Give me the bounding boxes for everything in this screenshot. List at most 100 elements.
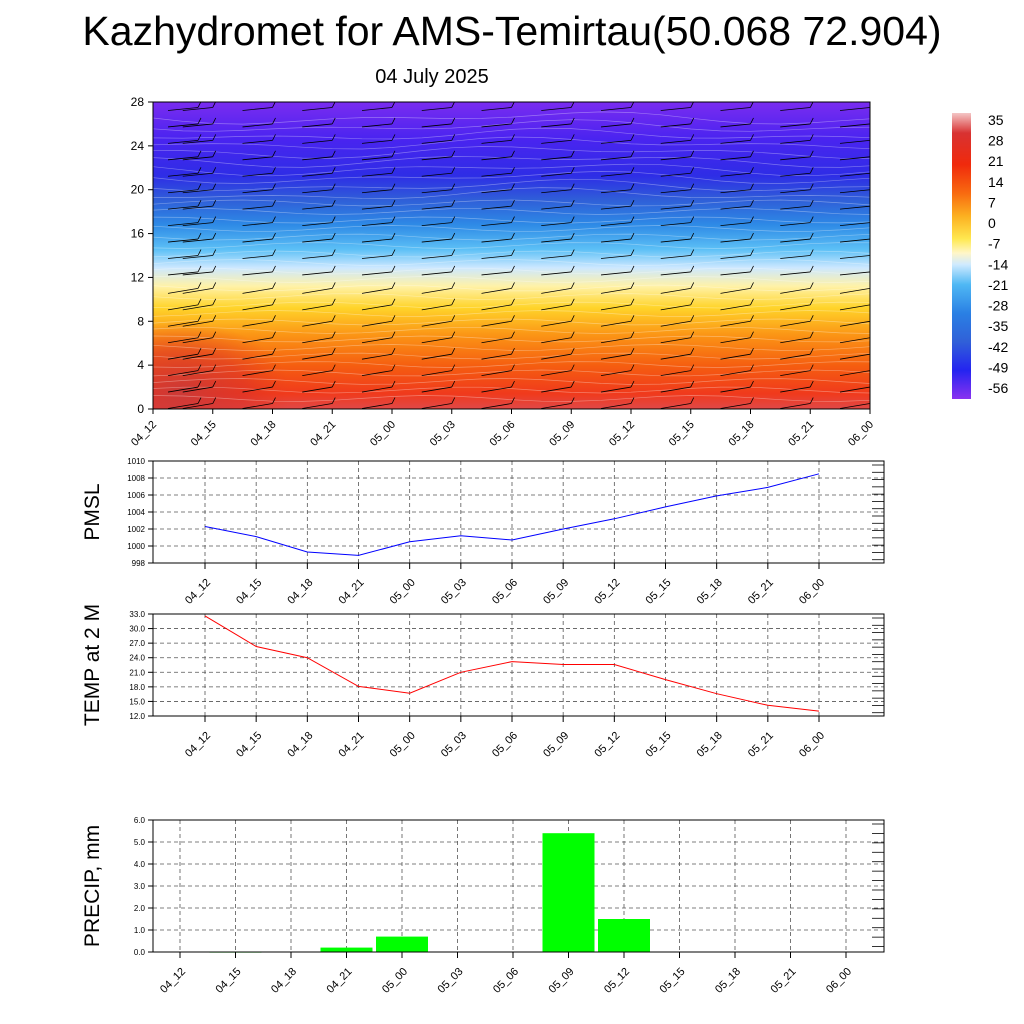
- wind-barb: [302, 222, 333, 227]
- wind-barb-feather: [272, 216, 276, 223]
- wind-barb-feather: [197, 265, 202, 273]
- wind-barb: [302, 370, 333, 377]
- wind-barb: [839, 107, 870, 111]
- wind-barb-feather: [451, 265, 456, 273]
- xtick-label: 05_18: [713, 966, 743, 996]
- wind-barb-feather: [750, 232, 754, 240]
- wind-barb: [720, 403, 751, 409]
- wind-barb-feather: [809, 199, 814, 207]
- wind-barb-feather: [391, 117, 396, 125]
- wind-barb-feather: [630, 380, 635, 388]
- wind-barb-feather: [331, 183, 336, 190]
- heatmap-ytick-label: 0: [137, 402, 144, 416]
- heatmap-xtick-label: 04_12: [129, 419, 159, 449]
- wind-barb-feather: [272, 150, 276, 158]
- xtick-label: 05_09: [541, 577, 571, 607]
- heatmap-contour: [153, 378, 870, 385]
- wind-barb-feather: [212, 282, 217, 289]
- wind-barb: [167, 386, 199, 393]
- wind-barb-feather: [212, 298, 217, 306]
- ytick-label: 1.0: [134, 926, 146, 935]
- wind-barb: [182, 287, 213, 294]
- colorbar: 35 28 21 14 7 0 -7 -14 -21 -28 -35 -42 -49 -56: [952, 112, 1008, 399]
- wind-barb: [541, 386, 572, 393]
- colorbar-label: -7: [988, 236, 1001, 252]
- chart-title: Kazhydromet for AMS-Temirtau(50.068 72.9…: [82, 8, 942, 54]
- wind-barb-feather: [212, 199, 217, 207]
- wind-barb-feather: [212, 134, 217, 141]
- wind-barb: [182, 123, 213, 128]
- wind-barb: [541, 222, 572, 227]
- wind-barb-feather: [630, 150, 635, 158]
- wind-barb: [720, 189, 751, 194]
- wind-barb-feather: [570, 249, 575, 256]
- wind-barb-feather: [690, 315, 695, 322]
- wind-barb: [780, 386, 811, 393]
- wind-barb-feather: [750, 265, 754, 273]
- ytick-label: 2.0: [134, 904, 146, 913]
- wind-barb-feather: [750, 249, 754, 256]
- heatmap-xtick-label: 05_00: [368, 419, 398, 449]
- wind-barb: [839, 337, 870, 344]
- wind-barb: [780, 139, 811, 144]
- wind-barb: [720, 386, 751, 393]
- wind-barb: [720, 238, 751, 243]
- ytick-label: 6.0: [134, 816, 146, 825]
- precip-panel: 0.0 1.0 2.0 3.0 4.0 5.0 6.0 04_12 04_15 04_18 04_2…: [81, 816, 885, 996]
- wind-barb-feather: [331, 397, 336, 404]
- wind-barb-feather: [197, 397, 202, 404]
- wind-barb: [839, 123, 870, 128]
- wind-barb-feather: [809, 183, 814, 190]
- heatmap-ytick-label: 8: [137, 314, 144, 328]
- ytick-label: 1006: [127, 491, 145, 500]
- ytick-label: 3.0: [134, 882, 146, 891]
- wind-barb-feather: [570, 167, 575, 174]
- precip-ylabel: PRECIP, mm: [81, 825, 104, 947]
- heatmap-contour: [153, 395, 870, 402]
- heatmap-contour: [153, 242, 870, 249]
- wind-barb: [302, 238, 333, 243]
- wind-barb-feather: [511, 397, 515, 404]
- wind-barb-feather: [331, 249, 336, 256]
- wind-barb-feather: [690, 167, 695, 174]
- wind-barb: [421, 353, 452, 360]
- heatmap-contour: [153, 250, 870, 258]
- wind-barb-feather: [272, 183, 276, 190]
- ytick-label: 5.0: [134, 838, 146, 847]
- wind-barb: [839, 403, 870, 409]
- wind-barb: [421, 304, 452, 311]
- wind-barb-feather: [331, 331, 336, 338]
- wind-barb-feather: [511, 150, 515, 158]
- heatmap-ytick-label: 20: [131, 183, 145, 197]
- wind-barb-feather: [511, 232, 515, 240]
- wind-barb-feather: [690, 183, 695, 190]
- heatmap-contour: [153, 233, 870, 241]
- wind-barb: [182, 304, 213, 311]
- ytick-label: 21.0: [129, 668, 145, 677]
- ytick-label: 0.0: [134, 948, 146, 957]
- wind-barb-feather: [511, 117, 515, 125]
- wind-barb-feather: [197, 117, 202, 125]
- wind-barb: [167, 123, 199, 128]
- wind-barb-feather: [212, 397, 217, 404]
- wind-barb: [660, 403, 691, 409]
- wind-barb: [167, 320, 199, 327]
- heatmap-contour: [153, 310, 870, 317]
- wind-barb: [361, 403, 393, 409]
- wind-barb-feather: [331, 315, 336, 322]
- wind-barb: [167, 107, 199, 111]
- wind-barb: [839, 139, 870, 144]
- wind-barb: [720, 255, 751, 259]
- wind-barb: [242, 156, 273, 161]
- wind-barb: [600, 238, 632, 243]
- pmsl-panel: 998 1000 1002 1004 1006 1008 1010 04_12 04_15 04_…: [81, 457, 885, 607]
- wind-barb: [600, 189, 632, 194]
- wind-barb-feather: [212, 380, 217, 388]
- wind-barb-feather: [391, 380, 396, 388]
- xtick-label: 04_12: [183, 730, 213, 760]
- ytick-label: 24.0: [129, 654, 145, 663]
- wind-barb: [361, 172, 393, 177]
- wind-barb: [421, 123, 452, 128]
- wind-barb-feather: [511, 331, 515, 338]
